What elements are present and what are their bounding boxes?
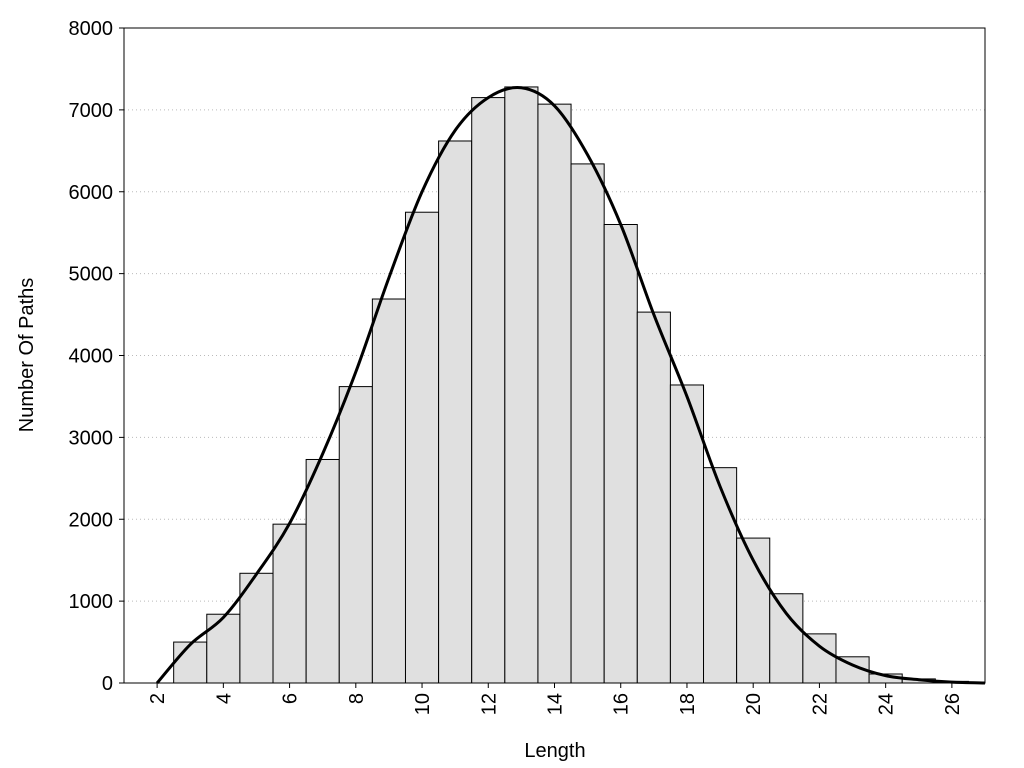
x-tick-label: 22: [809, 693, 831, 715]
x-tick-label: 8: [346, 693, 368, 704]
x-tick-label: 12: [478, 693, 500, 715]
bar: [570, 163, 605, 684]
bar: [438, 140, 473, 684]
bar: [504, 86, 539, 684]
x-tick-label: 4: [213, 693, 235, 704]
bar: [703, 467, 738, 684]
y-tick-label: 1000: [69, 591, 114, 613]
y-tick-label: 5000: [69, 264, 114, 286]
x-tick-label: 20: [743, 693, 765, 715]
bar: [404, 211, 440, 684]
bar: [769, 593, 804, 684]
y-tick-label: 3000: [69, 427, 114, 449]
y-axis-label: Number Of Paths: [16, 278, 38, 433]
x-tick-label: 14: [545, 693, 567, 715]
y-tick-label: 6000: [69, 182, 114, 204]
x-tick-label: 2: [147, 693, 169, 704]
x-tick-label: 16: [611, 693, 633, 715]
y-tick-label: 8000: [69, 18, 114, 40]
x-tick-label: 6: [280, 693, 302, 704]
bar: [305, 458, 340, 684]
bar: [338, 386, 373, 684]
plot-frame: [123, 27, 986, 684]
bar: [471, 97, 506, 684]
x-tick-label: 10: [412, 693, 434, 715]
bar: [206, 613, 241, 684]
x-tick-label: 26: [942, 693, 964, 715]
bar: [371, 298, 406, 684]
density-curve: [155, 86, 986, 685]
y-tick-label: 7000: [69, 100, 114, 122]
x-tick-label: 18: [677, 693, 699, 715]
x-axis-label: Length: [524, 740, 585, 762]
bar: [603, 224, 638, 684]
bar: [272, 523, 307, 684]
bar: [802, 633, 837, 684]
bar: [537, 103, 572, 684]
y-tick-label: 0: [102, 673, 113, 695]
bar: [173, 641, 208, 684]
x-tick-label: 24: [876, 693, 898, 715]
bar: [636, 311, 671, 684]
y-tick-label: 4000: [69, 346, 114, 368]
y-tick-label: 2000: [69, 509, 114, 531]
